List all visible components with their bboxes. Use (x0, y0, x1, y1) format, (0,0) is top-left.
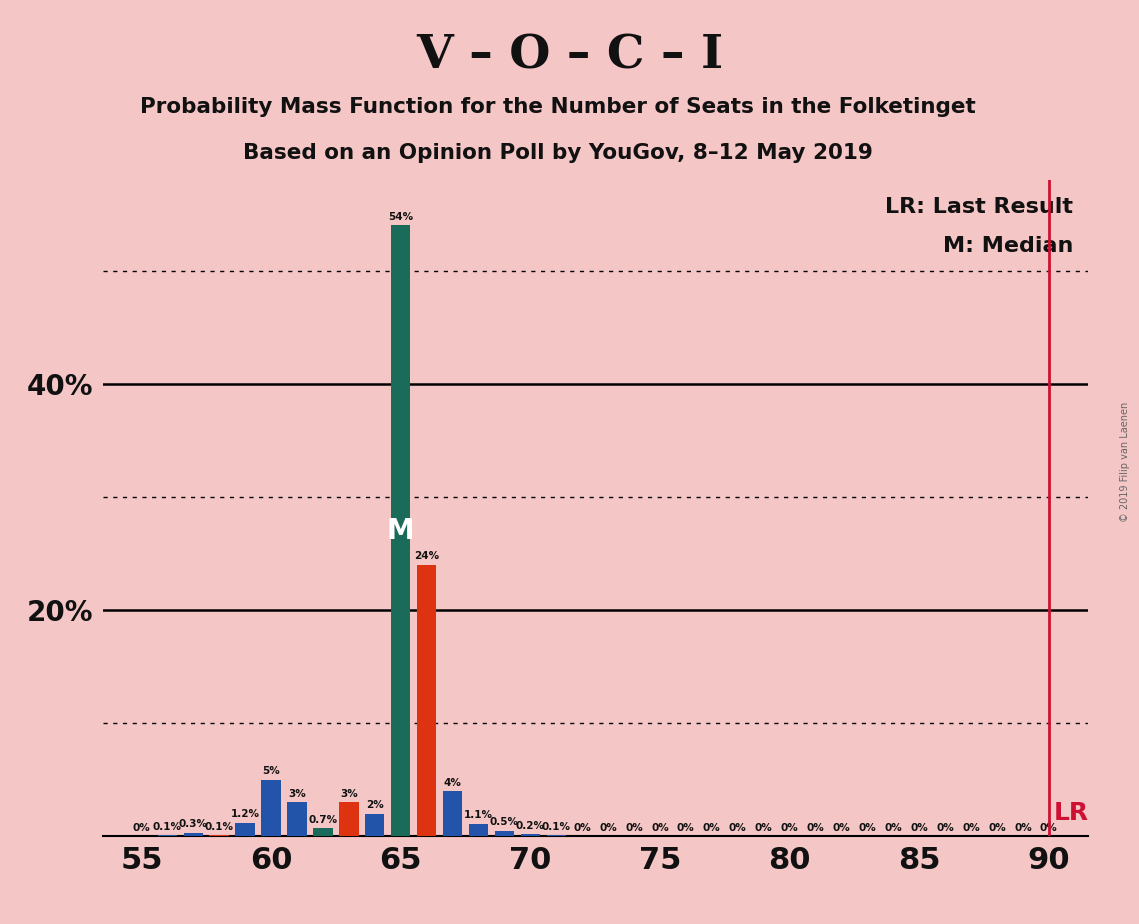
Text: 4%: 4% (443, 778, 461, 787)
Text: 0%: 0% (833, 823, 851, 833)
Text: 1.2%: 1.2% (230, 809, 260, 820)
Text: M: Median: M: Median (943, 236, 1073, 256)
Bar (364, 814, 385, 836)
Text: 24%: 24% (415, 552, 440, 562)
Text: LR: LR (1054, 801, 1089, 825)
Text: V – O – C – I: V – O – C – I (416, 32, 723, 79)
Text: 0%: 0% (573, 823, 591, 833)
Text: Based on an Opinion Poll by YouGov, 8–12 May 2019: Based on an Opinion Poll by YouGov, 8–12… (243, 143, 874, 164)
Text: 0%: 0% (755, 823, 772, 833)
Text: 0%: 0% (599, 823, 617, 833)
Text: 0.3%: 0.3% (179, 820, 207, 830)
Bar (313, 828, 333, 836)
Text: 0%: 0% (1014, 823, 1032, 833)
Text: 0.7%: 0.7% (309, 815, 337, 825)
Text: 0%: 0% (989, 823, 1006, 833)
Text: © 2019 Filip van Laenen: © 2019 Filip van Laenen (1120, 402, 1130, 522)
Text: 0.1%: 0.1% (205, 821, 233, 832)
Bar (287, 802, 306, 836)
Text: 0%: 0% (806, 823, 825, 833)
Bar (521, 834, 540, 836)
Text: 2%: 2% (366, 800, 384, 810)
Bar (339, 802, 359, 836)
Bar (157, 835, 177, 836)
Bar (391, 225, 410, 836)
Text: 0.2%: 0.2% (516, 821, 544, 831)
Bar (261, 780, 280, 836)
Text: 1.1%: 1.1% (464, 810, 493, 821)
Bar (469, 824, 489, 836)
Text: 0%: 0% (625, 823, 642, 833)
Text: 0.1%: 0.1% (153, 821, 182, 832)
Bar (183, 833, 203, 836)
Text: 0%: 0% (703, 823, 721, 833)
Bar (547, 835, 566, 836)
Bar (417, 565, 436, 836)
Bar (494, 831, 514, 836)
Text: 0%: 0% (1040, 823, 1058, 833)
Text: Probability Mass Function for the Number of Seats in the Folketinget: Probability Mass Function for the Number… (140, 97, 976, 117)
Text: LR: Last Result: LR: Last Result (885, 197, 1073, 216)
Text: 5%: 5% (262, 766, 280, 776)
Text: 0%: 0% (962, 823, 980, 833)
Text: 0%: 0% (910, 823, 928, 833)
Text: 0.5%: 0.5% (490, 817, 519, 827)
Text: 3%: 3% (339, 789, 358, 799)
Bar (236, 822, 255, 836)
Text: 0%: 0% (780, 823, 798, 833)
Bar (210, 835, 229, 836)
Text: 0%: 0% (884, 823, 902, 833)
Text: 0%: 0% (677, 823, 695, 833)
Text: 3%: 3% (288, 789, 306, 799)
Text: 0%: 0% (652, 823, 669, 833)
Text: 0.1%: 0.1% (542, 821, 571, 832)
Text: 0%: 0% (859, 823, 876, 833)
Text: 0%: 0% (132, 823, 150, 833)
Bar (443, 791, 462, 836)
Text: M: M (387, 517, 415, 545)
Text: 0%: 0% (936, 823, 954, 833)
Text: 54%: 54% (388, 212, 413, 222)
Text: 0%: 0% (729, 823, 746, 833)
